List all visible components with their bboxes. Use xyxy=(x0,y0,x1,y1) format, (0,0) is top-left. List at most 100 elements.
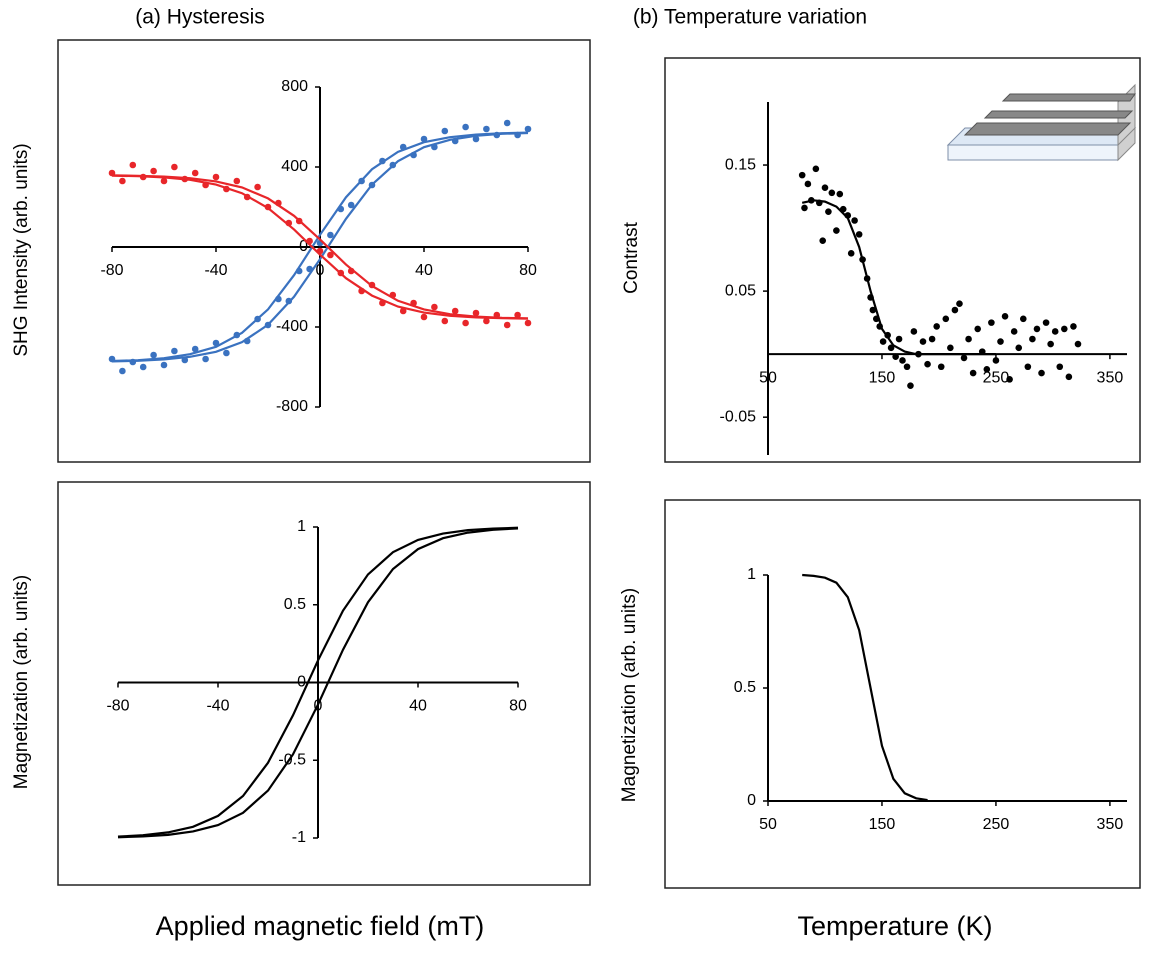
data-point xyxy=(851,217,858,224)
y-tick-label: -400 xyxy=(276,318,308,335)
data-point xyxy=(992,357,1000,364)
data-point xyxy=(327,251,334,259)
data-point xyxy=(514,311,521,319)
data-point xyxy=(254,183,261,191)
y-axis-label: Magnetization (arb. units) xyxy=(11,575,32,789)
data-point xyxy=(503,321,511,329)
data-point xyxy=(139,363,147,371)
y-tick-label: 800 xyxy=(281,78,308,95)
x-tick-label: 50 xyxy=(759,816,777,833)
x-tick-label: 40 xyxy=(409,698,427,715)
y-tick-label: -800 xyxy=(276,398,308,415)
data-point xyxy=(956,300,963,308)
data-point xyxy=(441,127,449,135)
data-point xyxy=(960,354,968,362)
panel-frame xyxy=(57,39,591,463)
x-tick-label: 150 xyxy=(869,369,896,386)
x-tick-label: 80 xyxy=(519,262,537,279)
data-point xyxy=(798,171,806,179)
data-point xyxy=(1065,373,1073,381)
data-point xyxy=(420,313,428,321)
data-point xyxy=(1001,313,1009,320)
data-point xyxy=(869,306,877,314)
data-point xyxy=(1051,328,1059,335)
data-point xyxy=(907,382,914,389)
data-point xyxy=(821,184,829,192)
y-tick-label: 0.5 xyxy=(734,679,756,696)
x-tick-label: 80 xyxy=(509,698,527,715)
data-point xyxy=(1033,325,1041,333)
x-tick-label: -40 xyxy=(204,262,227,279)
data-line xyxy=(117,527,519,839)
x-axis-label: Applied magnetic field (mT) xyxy=(156,911,485,941)
data-point xyxy=(1019,315,1027,323)
x-tick-label: 250 xyxy=(983,369,1010,386)
data-point xyxy=(974,325,982,333)
data-point xyxy=(1074,340,1082,348)
data-point xyxy=(1061,325,1068,333)
y-axis-label: Contrast xyxy=(621,221,642,294)
data-point xyxy=(933,323,940,330)
data-point xyxy=(233,177,241,185)
data-point xyxy=(472,309,480,317)
data-point xyxy=(1070,323,1077,330)
data-point xyxy=(988,319,995,326)
data-point xyxy=(899,357,906,364)
data-point xyxy=(1047,340,1054,348)
y-tick-label: 400 xyxy=(281,158,308,175)
data-point xyxy=(462,319,469,327)
data-point xyxy=(947,344,954,352)
data-point xyxy=(462,123,469,131)
panel-frame xyxy=(664,499,1141,889)
data-point xyxy=(223,349,230,357)
data-point xyxy=(983,365,991,373)
panel-frame xyxy=(57,481,591,886)
data-point xyxy=(451,307,459,315)
y-axis-label: Magnetization (arb. units) xyxy=(619,588,640,802)
data-point xyxy=(969,369,977,377)
data-point xyxy=(879,338,887,345)
y-tick-label: 1 xyxy=(297,518,306,535)
y-axis-label: SHG Intensity (arb. units) xyxy=(11,143,32,356)
data-point xyxy=(119,177,126,185)
data-point xyxy=(804,180,812,188)
panel-frame xyxy=(664,57,1141,463)
sample-inset xyxy=(946,83,1137,162)
data-line xyxy=(801,199,996,356)
data-point xyxy=(828,189,836,197)
x-axis-label: Temperature (K) xyxy=(797,911,992,941)
data-point xyxy=(524,319,532,327)
data-point xyxy=(1042,319,1050,326)
data-point xyxy=(812,165,820,173)
data-point xyxy=(903,363,911,371)
data-point xyxy=(919,338,927,345)
data-point xyxy=(825,208,832,215)
data-point xyxy=(892,353,899,360)
data-point xyxy=(924,360,931,368)
y-tick-label: 0 xyxy=(747,792,756,809)
data-point xyxy=(420,135,428,143)
data-point xyxy=(160,177,168,185)
y-tick-label: 0 xyxy=(297,674,306,691)
data-point xyxy=(801,204,808,212)
data-point xyxy=(1015,344,1023,352)
data-point xyxy=(895,335,903,343)
x-tick-label: -80 xyxy=(106,698,129,715)
y-tick-label: 1 xyxy=(747,566,756,583)
data-point xyxy=(483,317,490,325)
data-line xyxy=(117,526,519,838)
data-point xyxy=(441,317,449,325)
data-point xyxy=(171,347,178,355)
data-point xyxy=(524,125,532,133)
x-tick-label: 0 xyxy=(316,262,325,279)
data-point xyxy=(847,249,855,257)
data-point xyxy=(347,201,355,209)
data-point xyxy=(1010,328,1018,335)
data-point xyxy=(1006,376,1013,383)
data-point xyxy=(833,227,840,234)
data-point xyxy=(171,163,178,171)
data-point xyxy=(910,328,918,335)
data-point xyxy=(819,237,827,244)
data-point xyxy=(327,231,334,239)
data-point xyxy=(1056,363,1064,371)
